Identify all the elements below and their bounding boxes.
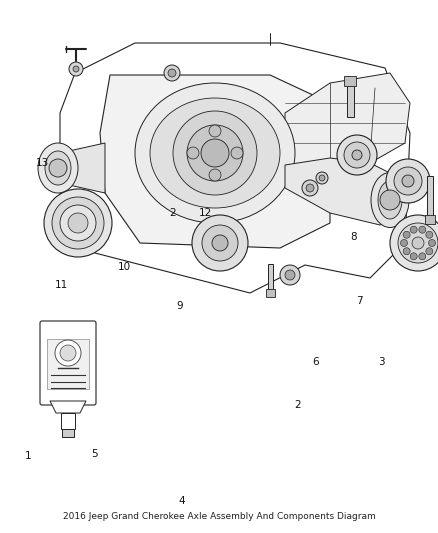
Text: 5: 5 [91,449,98,459]
Circle shape [49,159,67,177]
Circle shape [69,62,83,76]
Circle shape [419,253,426,260]
Circle shape [55,340,81,366]
Circle shape [394,167,422,195]
Circle shape [398,223,438,263]
Circle shape [168,69,176,77]
Circle shape [201,139,229,167]
Bar [427,176,433,220]
Ellipse shape [150,98,280,208]
Circle shape [202,225,238,261]
Circle shape [209,125,221,137]
Circle shape [426,248,433,255]
Text: 11: 11 [55,280,68,290]
Circle shape [164,65,180,81]
Circle shape [426,231,433,238]
Circle shape [306,184,314,192]
Circle shape [403,248,410,255]
Ellipse shape [378,181,402,219]
Text: 2: 2 [294,400,301,410]
Text: 7: 7 [356,296,363,306]
Ellipse shape [371,173,409,228]
FancyBboxPatch shape [40,321,96,405]
Bar [425,214,435,223]
Circle shape [285,270,295,280]
Circle shape [316,172,328,184]
Text: 1: 1 [25,451,32,461]
Bar [346,77,353,117]
Ellipse shape [38,143,78,193]
Polygon shape [60,43,410,293]
Polygon shape [60,143,105,193]
Circle shape [187,125,243,181]
Ellipse shape [45,151,71,185]
Text: 6: 6 [312,358,319,367]
Circle shape [352,150,362,160]
Circle shape [402,175,414,187]
Text: 2016 Jeep Grand Cherokee Axle Assembly And Components Diagram: 2016 Jeep Grand Cherokee Axle Assembly A… [63,512,375,521]
Text: 8: 8 [350,232,357,242]
Bar [62,429,74,437]
Polygon shape [285,73,410,165]
Circle shape [403,231,410,238]
Circle shape [231,147,243,159]
Circle shape [302,180,318,196]
Circle shape [73,66,79,72]
FancyBboxPatch shape [47,339,89,389]
Circle shape [44,189,112,257]
Circle shape [390,215,438,271]
Text: 12: 12 [199,208,212,218]
Circle shape [428,239,435,246]
Polygon shape [50,401,86,413]
Circle shape [344,142,370,168]
Circle shape [212,235,228,251]
Circle shape [60,205,96,241]
Circle shape [337,135,377,175]
Circle shape [209,169,221,181]
Circle shape [60,345,76,361]
Circle shape [386,159,430,203]
Circle shape [419,226,426,233]
Circle shape [280,265,300,285]
Text: 10: 10 [118,262,131,271]
Circle shape [410,226,417,233]
Ellipse shape [135,83,295,223]
Bar [268,264,272,292]
Circle shape [380,190,400,210]
Circle shape [68,213,88,233]
Bar [265,289,275,297]
Circle shape [412,237,424,249]
Text: 3: 3 [378,358,385,367]
Circle shape [192,215,248,271]
Text: 4: 4 [178,496,185,506]
Circle shape [173,111,257,195]
Polygon shape [285,158,400,225]
Bar [61,413,75,429]
Text: 9: 9 [176,302,183,311]
Polygon shape [100,75,330,248]
Text: 13: 13 [36,158,49,167]
Circle shape [410,253,417,260]
Circle shape [187,147,199,159]
Circle shape [319,175,325,181]
Text: 2: 2 [170,208,177,218]
Bar [344,76,356,86]
Circle shape [52,197,104,249]
Circle shape [400,239,407,246]
